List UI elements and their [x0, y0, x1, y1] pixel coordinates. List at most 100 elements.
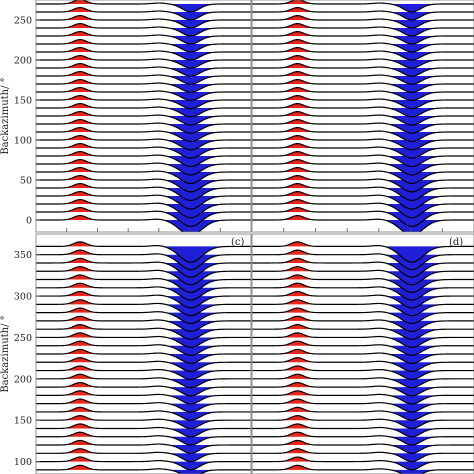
waveform-trace [252, 199, 474, 219]
negative-phase-fill [155, 387, 226, 396]
negative-phase-fill [159, 4, 222, 12]
negative-phase-fill [152, 148, 229, 159]
positive-phase-fill [275, 95, 321, 100]
positive-phase-fill [57, 291, 103, 297]
waveform-trace [36, 174, 251, 193]
positive-phase-fill [275, 143, 321, 148]
negative-phase-fill [374, 140, 450, 150]
positive-phase-fill [57, 308, 103, 313]
negative-phase-fill [373, 148, 450, 159]
waveform-trace [252, 0, 474, 13]
negative-phase-fill [150, 279, 231, 293]
positive-phase-fill [57, 103, 103, 108]
waveform-trace [36, 290, 251, 309]
waveform-trace [36, 448, 251, 463]
negative-phase-fill [157, 420, 225, 429]
positive-phase-fill [275, 266, 321, 272]
positive-phase-fill [57, 31, 103, 36]
negative-phase-fill [379, 445, 445, 454]
positive-phase-fill [57, 0, 103, 4]
waveform-trace [36, 182, 251, 202]
positive-phase-fill [275, 87, 321, 92]
waveform-trace [36, 282, 251, 301]
waveform-trace [36, 190, 251, 210]
waveform-trace [252, 31, 474, 45]
positive-phase-fill [57, 440, 103, 446]
negative-phase-fill [156, 411, 225, 421]
positive-phase-fill [57, 457, 103, 462]
negative-phase-fill [374, 337, 450, 348]
waveform-trace [36, 415, 251, 430]
y-tick-label: 150 [14, 416, 32, 427]
waveform-trace [36, 214, 251, 232]
negative-phase-fill [155, 84, 226, 93]
negative-phase-fill [158, 20, 223, 29]
negative-phase-fill [154, 362, 228, 372]
waveform-trace [36, 348, 251, 364]
positive-phase-fill [57, 382, 103, 388]
positive-phase-fill [275, 465, 321, 470]
positive-phase-fill [57, 79, 103, 84]
waveform-trace [252, 119, 474, 134]
negative-phase-fill [378, 52, 446, 61]
waveform-trace [36, 373, 251, 389]
y-axis-label: Backazimuth/ ° [0, 315, 11, 392]
waveform-trace [252, 23, 474, 37]
positive-phase-fill [57, 390, 103, 396]
negative-phase-fill [154, 100, 227, 109]
positive-phase-fill [57, 349, 103, 354]
waveform-trace [36, 257, 251, 278]
positive-phase-fill [57, 432, 103, 437]
waveform-trace [36, 249, 251, 271]
negative-phase-fill [371, 188, 452, 201]
positive-phase-fill [57, 39, 103, 44]
positive-phase-fill [275, 39, 321, 44]
negative-phase-fill [153, 337, 229, 348]
panel-c: 100 150 200 250 300 350 Backazimuth/ ° [0, 233, 252, 474]
negative-phase-fill [153, 345, 228, 356]
negative-phase-fill [158, 453, 223, 462]
waveform-trace [252, 15, 474, 29]
negative-phase-fill [153, 140, 229, 150]
negative-phase-fill [151, 164, 230, 175]
negative-phase-fill [378, 420, 446, 429]
waveform-trace [36, 357, 251, 372]
positive-phase-fill [57, 448, 103, 454]
positive-phase-fill [57, 465, 103, 470]
waveform-trace [252, 357, 474, 372]
waveform-trace [252, 79, 474, 93]
y-tick-label: 300 [14, 292, 32, 303]
negative-phase-fill [374, 132, 450, 142]
negative-phase-fill [372, 172, 452, 184]
y-tick-label: 350 [14, 250, 32, 261]
positive-phase-fill [275, 55, 321, 60]
negative-phase-fill [159, 461, 223, 470]
waveform-trace [36, 150, 251, 168]
waveform-trace [36, 198, 251, 219]
waveform-trace [36, 390, 251, 405]
positive-phase-fill [275, 79, 321, 84]
positive-phase-fill [275, 366, 321, 371]
positive-phase-fill [57, 341, 103, 346]
waveform-trace [252, 464, 474, 474]
waveform-trace [252, 348, 474, 364]
waveform-trace [36, 381, 251, 397]
waveform-trace [252, 373, 474, 389]
negative-phase-fill [378, 428, 445, 437]
waveform-trace [36, 142, 251, 159]
negative-phase-fill [155, 378, 227, 388]
positive-phase-fill [275, 215, 321, 220]
waveform-trace [252, 159, 474, 176]
waveform-trace [36, 456, 251, 471]
negative-phase-fill [156, 60, 225, 69]
positive-phase-fill [275, 274, 321, 280]
negative-phase-fill [377, 395, 447, 404]
panel-tag-c: (c) [231, 237, 245, 248]
panel-frame [251, 233, 474, 474]
waveform-trace [252, 365, 474, 381]
panel-a: 0 50 100 150 200 250 Backazimuth/ ° [0, 0, 252, 233]
y-axis-label: Backazimuth/ ° [0, 77, 11, 154]
positive-phase-fill [275, 291, 321, 297]
positive-phase-fill [57, 167, 103, 172]
negative-phase-fill [374, 124, 449, 134]
